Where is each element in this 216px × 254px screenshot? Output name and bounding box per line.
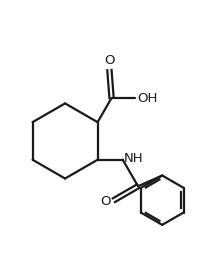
Text: O: O	[104, 54, 115, 67]
Text: OH: OH	[137, 91, 158, 104]
Text: O: O	[100, 195, 111, 208]
Text: NH: NH	[124, 152, 143, 165]
